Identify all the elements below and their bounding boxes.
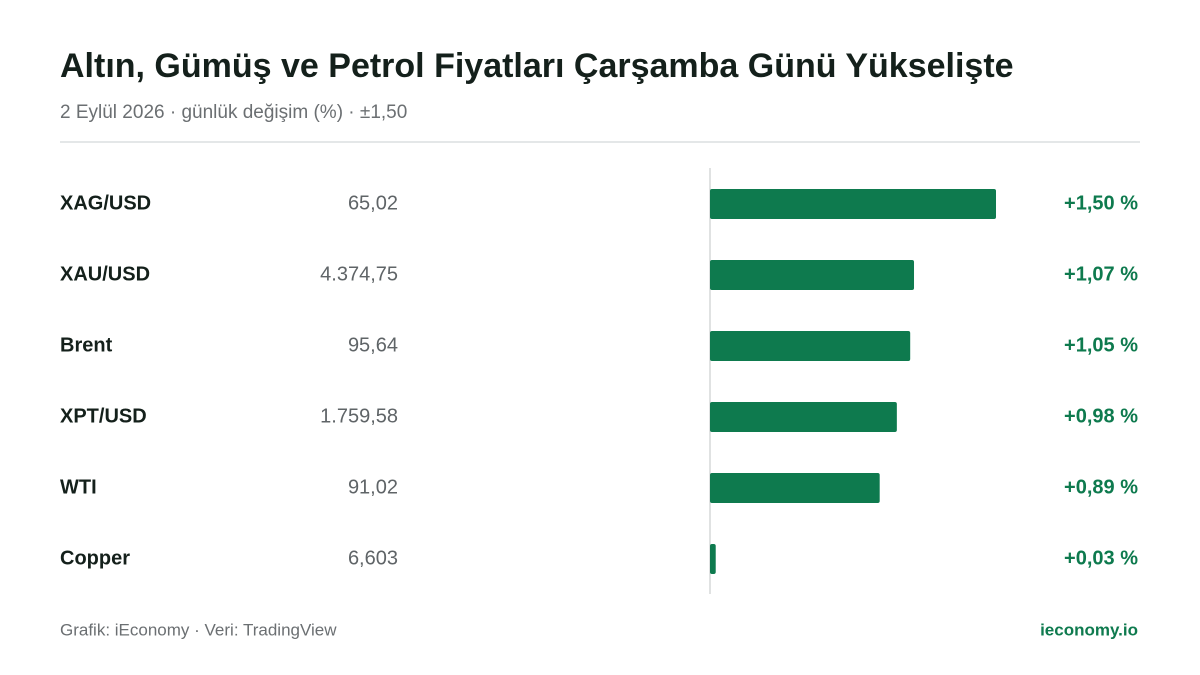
price-label: 1.759,58 [320, 405, 398, 427]
value-label: +1,05 % [1064, 334, 1138, 356]
value-label: +0,03 % [1064, 547, 1138, 569]
price-label: 6,603 [348, 547, 398, 569]
price-label: 4.374,75 [320, 263, 398, 285]
chart-subtitle: 2 Eylül 2026 · günlük değişim (%) · ±1,5… [60, 102, 407, 123]
chart-title: Altın, Gümüş ve Petrol Fiyatları Çarşamb… [60, 47, 1014, 85]
brand: ieconomy.io [1040, 620, 1138, 639]
bar [710, 331, 911, 361]
source-note: Grafik: iEconomy · Veri: TradingView [60, 620, 337, 639]
category-label: XAU/USD [60, 263, 150, 285]
bar [710, 189, 996, 219]
bar [710, 402, 897, 432]
price-label: 95,64 [348, 334, 398, 356]
bar [710, 260, 915, 290]
category-label: WTI [60, 476, 97, 498]
category-label: Copper [60, 547, 130, 569]
bar [710, 473, 880, 503]
value-label: +1,50 % [1064, 192, 1138, 214]
value-label: +0,98 % [1064, 405, 1138, 427]
price-label: 91,02 [348, 476, 398, 498]
price-label: 65,02 [348, 192, 398, 214]
category-label: XAG/USD [60, 192, 151, 214]
value-label: +0,89 % [1064, 476, 1138, 498]
value-label: +1,07 % [1064, 263, 1138, 285]
bar [710, 544, 716, 574]
category-label: Brent [60, 334, 113, 356]
category-label: XPT/USD [60, 405, 147, 427]
